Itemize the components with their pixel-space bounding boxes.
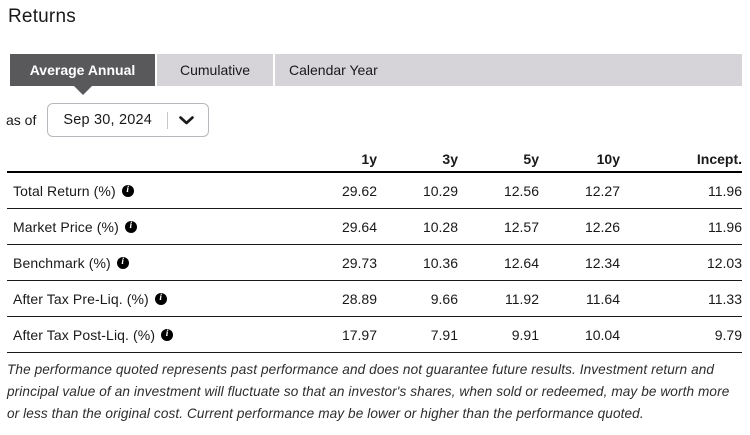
table-header-row: 1y 3y 5y 10y Incept.: [7, 151, 742, 173]
column-header-1y: 1y: [361, 151, 377, 167]
cell-value: 29.62: [341, 182, 377, 199]
row-label-text: After Tax Pre-Liq. (%): [13, 290, 149, 307]
cell-value: 29.73: [341, 254, 377, 271]
page-title: Returns: [8, 6, 76, 27]
cell-value: 10.36: [422, 254, 458, 271]
row-label: Market Price (%) i: [7, 219, 296, 235]
tab-average-annual[interactable]: Average Annual: [10, 54, 155, 86]
performance-disclaimer: The performance quoted represents past p…: [7, 362, 730, 421]
cell-value: 12.64: [503, 254, 539, 271]
column-header-3y: 3y: [442, 151, 458, 167]
cell-value: 10.28: [422, 218, 458, 235]
row-label: Total Return (%) i: [7, 183, 296, 199]
row-label-text: Total Return (%): [13, 182, 116, 199]
chevron-down-icon: [179, 115, 194, 125]
column-header-5y: 5y: [523, 151, 539, 167]
row-label-text: Benchmark (%): [13, 254, 111, 271]
as-of-date-dropdown[interactable]: Sep 30, 2024: [47, 103, 210, 137]
info-icon[interactable]: i: [161, 328, 174, 341]
column-header-incept: Incept.: [696, 151, 742, 167]
info-icon[interactable]: i: [121, 184, 134, 197]
cell-value: 10.04: [584, 326, 620, 343]
row-label-text: Market Price (%): [13, 218, 119, 235]
cell-value: 9.91: [511, 326, 539, 343]
cell-value: 12.27: [584, 182, 620, 199]
cell-value: 7.91: [430, 326, 458, 343]
table-row-after-tax-post-liq: After Tax Post-Liq. (%) i 17.97 7.91 9.9…: [7, 317, 742, 353]
table-row-benchmark: Benchmark (%) i 29.73 10.36 12.64 12.34 …: [7, 245, 742, 281]
cell-value: 12.34: [584, 254, 620, 271]
cell-value: 10.29: [422, 182, 458, 199]
cell-value: 12.03: [706, 254, 742, 271]
returns-tab-bar: Average Annual Cumulative Calendar Year: [10, 54, 742, 86]
row-label: Benchmark (%) i: [7, 255, 296, 271]
row-label-text: After Tax Post-Liq. (%): [13, 326, 156, 343]
cell-value: 12.56: [503, 182, 539, 199]
info-icon[interactable]: i: [116, 256, 129, 269]
as-of-row: as of Sep 30, 2024: [6, 103, 750, 137]
tab-cumulative[interactable]: Cumulative: [157, 54, 273, 86]
cell-value: 11.96: [708, 218, 742, 235]
cell-value: 11.33: [708, 290, 742, 307]
row-label: After Tax Post-Liq. (%) i: [7, 327, 296, 343]
tab-bar-filler: [405, 54, 742, 86]
as-of-label: as of: [6, 112, 37, 128]
cell-value: 9.79: [714, 326, 742, 343]
cell-value: 17.97: [341, 326, 377, 343]
cell-value: 28.89: [341, 290, 377, 307]
cell-value: 12.57: [503, 218, 539, 235]
cell-value: 29.64: [341, 218, 377, 235]
returns-table: 1y 3y 5y 10y Incept. Total Return (%) i …: [7, 151, 742, 353]
cell-value: 11.96: [708, 182, 742, 199]
info-icon[interactable]: i: [154, 292, 167, 305]
info-icon[interactable]: i: [124, 220, 137, 233]
table-row-market-price: Market Price (%) i 29.64 10.28 12.57 12.…: [7, 209, 742, 245]
cell-value: 11.64: [586, 290, 620, 307]
table-row-total-return: Total Return (%) i 29.62 10.29 12.56 12.…: [7, 173, 742, 209]
as-of-date-value: Sep 30, 2024: [63, 112, 153, 128]
cell-value: 12.26: [584, 218, 620, 235]
column-header-10y: 10y: [596, 151, 620, 167]
tab-calendar-year[interactable]: Calendar Year: [275, 54, 405, 86]
dropdown-divider: [167, 111, 169, 129]
cell-value: 11.92: [505, 290, 539, 307]
cell-value: 9.66: [430, 290, 458, 307]
row-label: After Tax Pre-Liq. (%) i: [7, 291, 296, 307]
table-row-after-tax-pre-liq: After Tax Pre-Liq. (%) i 28.89 9.66 11.9…: [7, 281, 742, 317]
